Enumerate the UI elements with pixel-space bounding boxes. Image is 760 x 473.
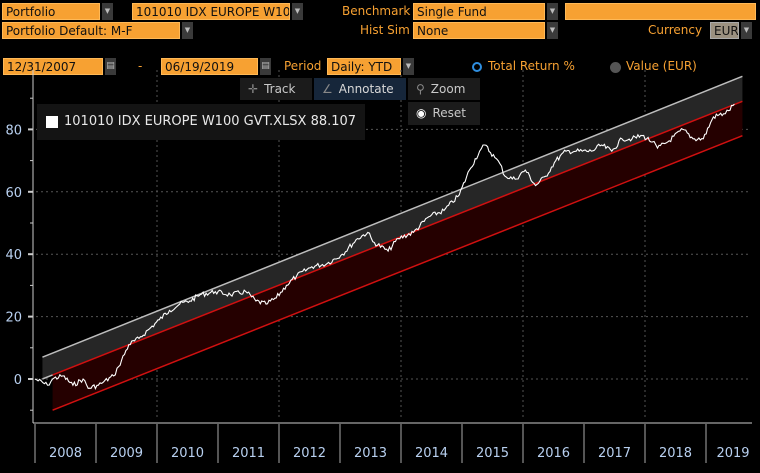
period-label: Period <box>284 59 322 73</box>
legend-entry: 101010 IDX EUROPE W100 GVT.XLSX 88.107 <box>64 114 357 129</box>
zoom-label: Zoom <box>430 82 466 96</box>
track-button[interactable]: ✛ Track <box>240 78 312 100</box>
x-tick-label: 2011 <box>232 446 265 461</box>
track-label: Track <box>264 82 296 96</box>
portfolio-default-select[interactable]: Portfolio Default: M-F <box>2 22 180 39</box>
y-tick-label: 80 <box>5 123 22 138</box>
y-axis: 0 20 40 60 80 <box>5 70 34 423</box>
value-label[interactable]: Value (EUR) <box>626 59 697 73</box>
chevron-down-icon[interactable]: ▼ <box>182 22 193 39</box>
currency-label: Currency <box>648 23 703 37</box>
calendar-icon[interactable]: ▤ <box>105 58 116 75</box>
annotate-label: Annotate <box>338 82 394 96</box>
x-tick-label: 2010 <box>171 446 204 461</box>
y-tick-label: 20 <box>5 311 22 326</box>
end-date-field[interactable]: 06/19/2019 <box>161 58 258 75</box>
x-tick-label: 2013 <box>354 446 387 461</box>
magnifier-icon: ⚲ <box>416 82 425 96</box>
start-date-field[interactable]: 12/31/2007 <box>3 58 103 75</box>
reset-label: Reset <box>432 106 467 120</box>
portfolio-select[interactable]: Portfolio <box>2 3 100 20</box>
calendar-icon[interactable]: ▤ <box>260 58 271 75</box>
zoom-button[interactable]: ⚲ Zoom <box>408 78 480 100</box>
benchmark-extra-field[interactable] <box>565 3 756 20</box>
chevron-down-icon[interactable]: ▼ <box>292 3 303 20</box>
chevron-down-icon[interactable]: ▼ <box>741 22 752 39</box>
middle-trend-line <box>52 100 743 376</box>
chevron-down-icon[interactable]: ▼ <box>547 22 558 39</box>
legend: 101010 IDX EUROPE W100 GVT.XLSX 88.107 <box>37 104 365 140</box>
y-tick-label: 40 <box>5 248 22 263</box>
chevron-down-icon[interactable]: ▼ <box>403 58 414 75</box>
total-return-label[interactable]: Total Return % <box>488 59 575 73</box>
x-tick-label: 2018 <box>659 446 692 461</box>
y-tick-label: 60 <box>5 186 22 201</box>
radio-total-return[interactable] <box>472 62 482 72</box>
hist-sim-select[interactable]: None <box>413 22 545 39</box>
lower-band <box>52 101 743 411</box>
period-select[interactable]: Daily: YTD <box>327 58 401 75</box>
x-tick-label: 2012 <box>293 446 326 461</box>
x-tick-label: 2015 <box>476 446 509 461</box>
x-tick-label: 2016 <box>537 446 570 461</box>
middle-trend-line-grey <box>42 374 53 380</box>
lower-trend-line <box>52 134 743 411</box>
date-separator: - <box>138 59 143 73</box>
pencil-icon: ∠ <box>322 82 333 96</box>
reset-button[interactable]: ◉ Reset <box>408 102 480 125</box>
portfolio-name-field[interactable]: 101010 IDX EUROPE W10 <box>132 3 290 20</box>
x-tick-label: 2019 <box>716 446 749 461</box>
upper-trend-line <box>42 75 743 358</box>
chevron-down-icon[interactable]: ▼ <box>547 3 558 20</box>
x-axis: 2008 2009 2010 2011 2012 2013 2014 2015 2016 2017… <box>33 422 752 463</box>
y-tick-label: 0 <box>14 373 22 388</box>
benchmark-select[interactable]: Single Fund <box>413 3 545 20</box>
reset-circle-icon: ◉ <box>416 106 427 120</box>
series-line <box>34 103 735 391</box>
benchmark-label: Benchmark <box>342 4 411 18</box>
x-tick-label: 2014 <box>415 446 448 461</box>
legend-swatch <box>46 116 58 128</box>
upper-band <box>42 76 743 380</box>
x-tick-label: 2009 <box>110 446 143 461</box>
x-tick-label: 2017 <box>598 446 631 461</box>
radio-value[interactable] <box>610 62 621 73</box>
chevron-down-icon[interactable]: ▼ <box>102 3 113 20</box>
crosshair-icon: ✛ <box>248 82 259 96</box>
annotate-button[interactable]: ∠ Annotate <box>314 78 406 100</box>
x-tick-label: 2008 <box>49 446 82 461</box>
hist-sim-label: Hist Sim <box>360 23 410 37</box>
currency-select[interactable]: EUR <box>710 22 739 39</box>
